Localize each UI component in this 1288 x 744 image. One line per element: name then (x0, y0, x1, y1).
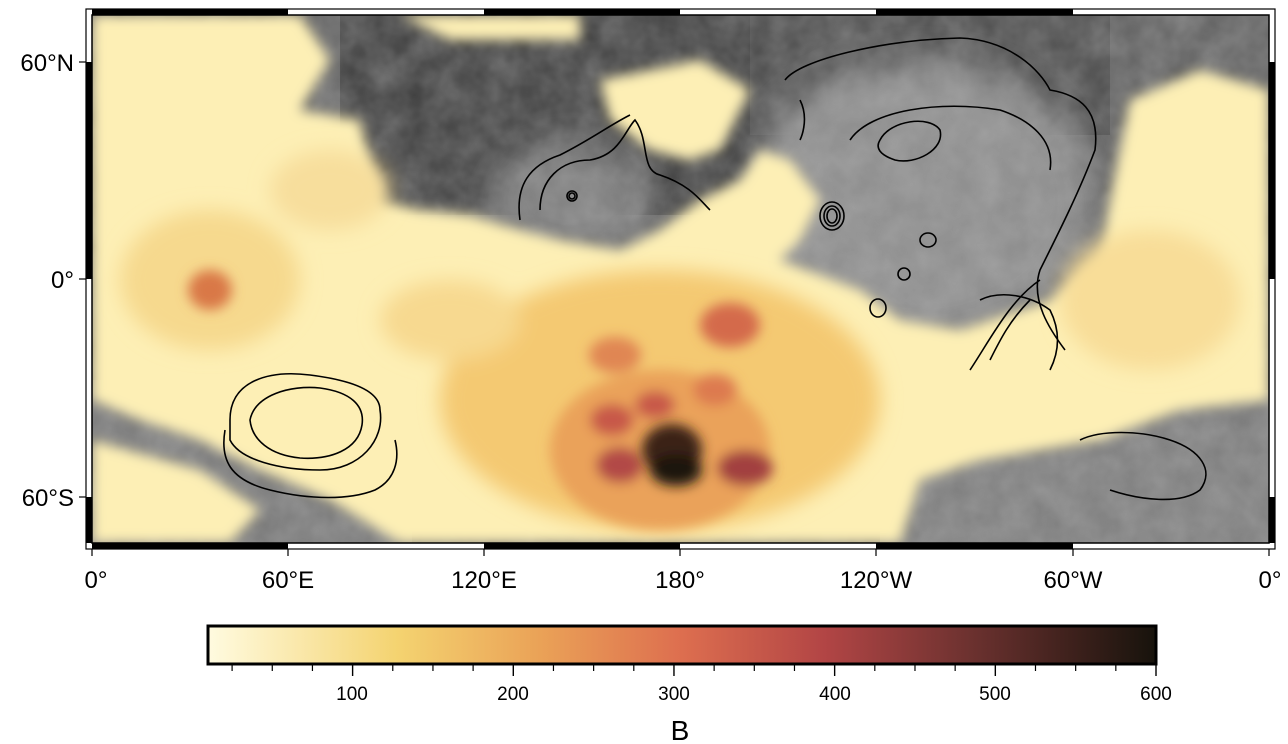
topo-contours (223, 37, 1207, 501)
map-frame (79, 8, 1276, 556)
colorbar-minor-ticks (231, 664, 1117, 671)
x-tick-label: 0° (1259, 567, 1282, 594)
x-tick-label: 60°E (262, 567, 314, 594)
colorbar-label: B (671, 715, 690, 744)
y-tick-label: 0° (51, 267, 74, 294)
colorbar-tick-labels: 100 200 300 400 500 600 (336, 684, 1172, 705)
colorbar-tick-label: 300 (658, 684, 690, 705)
y-axis-labels: 60°N 0° 60°S (20, 50, 74, 512)
x-tick-label: 120°W (840, 567, 913, 594)
y-tick-label: 60°S (22, 485, 74, 512)
colorbar-major-ticks (351, 664, 1157, 676)
colorbar-tick-label: 500 (979, 684, 1011, 705)
x-tick-label: 120°E (451, 567, 517, 594)
colorbar-tick-label: 600 (1140, 684, 1172, 705)
field-peak (642, 424, 702, 486)
map-area (92, 15, 1269, 543)
x-tick-label: 180° (655, 567, 705, 594)
colorbar-tick-label: 200 (497, 684, 529, 705)
colorbar-tick-label: 400 (819, 684, 851, 705)
colorbar-tick-label: 100 (336, 684, 368, 705)
x-tick-label: 0° (85, 567, 108, 594)
colorbar: 100 200 300 400 500 600 B (206, 624, 1172, 744)
x-axis-labels: 0° 60°E 120°E 180° 120°W 60°W 0° (85, 567, 1282, 594)
colorbar-gradient (206, 624, 1158, 666)
x-tick-label: 60°W (1044, 567, 1103, 594)
y-tick-label: 60°N (20, 50, 74, 77)
